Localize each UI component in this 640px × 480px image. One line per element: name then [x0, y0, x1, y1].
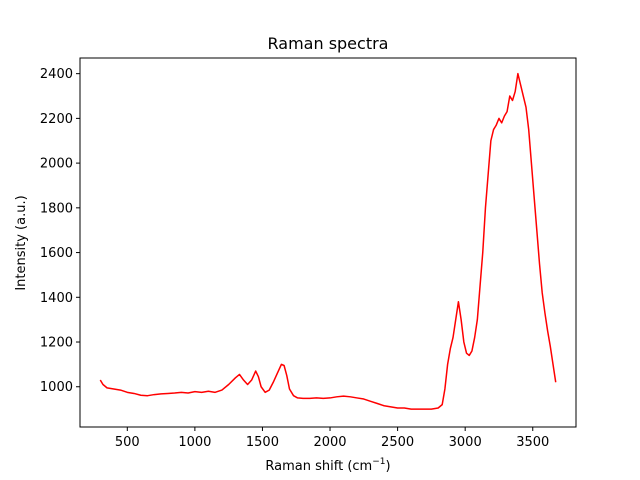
x-axis-label-superscript: −1 [372, 457, 385, 467]
spectrum-line [99, 72, 557, 410]
x-tick-label: 3000 [449, 435, 482, 450]
x-axis-label-main: Raman shift (cm [265, 459, 372, 474]
plot-area [99, 72, 557, 410]
y-tick-label: 1200 [40, 336, 73, 351]
x-tick-label: 500 [115, 435, 140, 450]
y-tick-label: 1000 [40, 380, 73, 395]
y-tick-label: 2200 [40, 112, 73, 127]
plot-frame [79, 57, 577, 428]
axis-ticks: 500 1000 1500 2000 2500 3000 3500 1000 1200 1400 1… [40, 67, 549, 450]
x-tick-label: 2000 [313, 435, 346, 450]
x-tick-label: 2500 [381, 435, 414, 450]
y-tick-label: 1400 [40, 291, 73, 306]
y-tick-label: 1600 [40, 246, 73, 261]
y-axis-label: Intensity (a.u.) [14, 195, 29, 290]
y-tick-label: 2400 [40, 67, 73, 82]
x-tick-label: 1000 [178, 435, 211, 450]
x-tick-label: 1500 [246, 435, 279, 450]
y-tick-label: 2000 [40, 157, 73, 172]
x-axis-label: Raman shift (cm−1) [265, 457, 390, 474]
y-tick-label: 1800 [40, 201, 73, 216]
x-axis-label-close: ) [386, 459, 391, 474]
x-tick-label: 3500 [516, 435, 549, 450]
chart-title: Raman spectra [268, 34, 389, 53]
